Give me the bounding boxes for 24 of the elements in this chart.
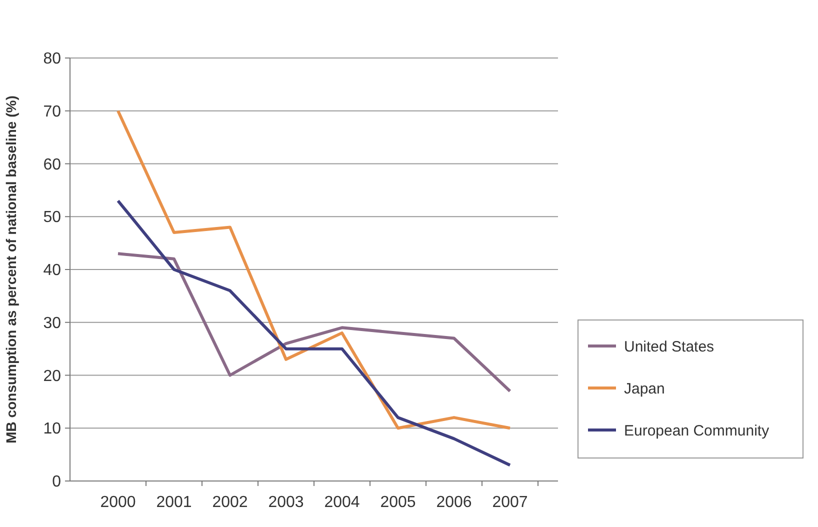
x-tick-label: 2005 <box>380 494 416 511</box>
x-tick-label: 2004 <box>324 494 360 511</box>
y-tick-label: 70 <box>43 103 62 120</box>
y-tick-label: 20 <box>43 368 62 385</box>
y-tick-label: 30 <box>43 314 62 332</box>
x-tick-label: 2006 <box>436 494 472 511</box>
y-tick-label: 80 <box>43 50 62 68</box>
x-tick-label: 2003 <box>268 494 304 511</box>
y-tick-label: 0 <box>52 474 62 491</box>
y-tick-label: 40 <box>43 262 62 280</box>
x-tick-label: 2001 <box>156 494 192 511</box>
x-tick-label: 2007 <box>492 494 528 511</box>
x-tick-label: 2000 <box>100 494 136 511</box>
legend-label: Japan <box>624 380 665 398</box>
line-series <box>116 109 512 430</box>
legend-label: European Community <box>624 422 770 440</box>
y-tick-label: 50 <box>43 209 62 226</box>
line-series <box>116 252 512 393</box>
y-tick-label: 60 <box>43 156 62 174</box>
y-tick-label: 10 <box>43 420 62 438</box>
line-series <box>116 199 512 467</box>
legend-label: United States <box>624 338 714 356</box>
x-tick-label: 2002 <box>212 494 248 511</box>
y-axis-title: MB consumption as percent of national baseline (%) <box>3 96 19 444</box>
